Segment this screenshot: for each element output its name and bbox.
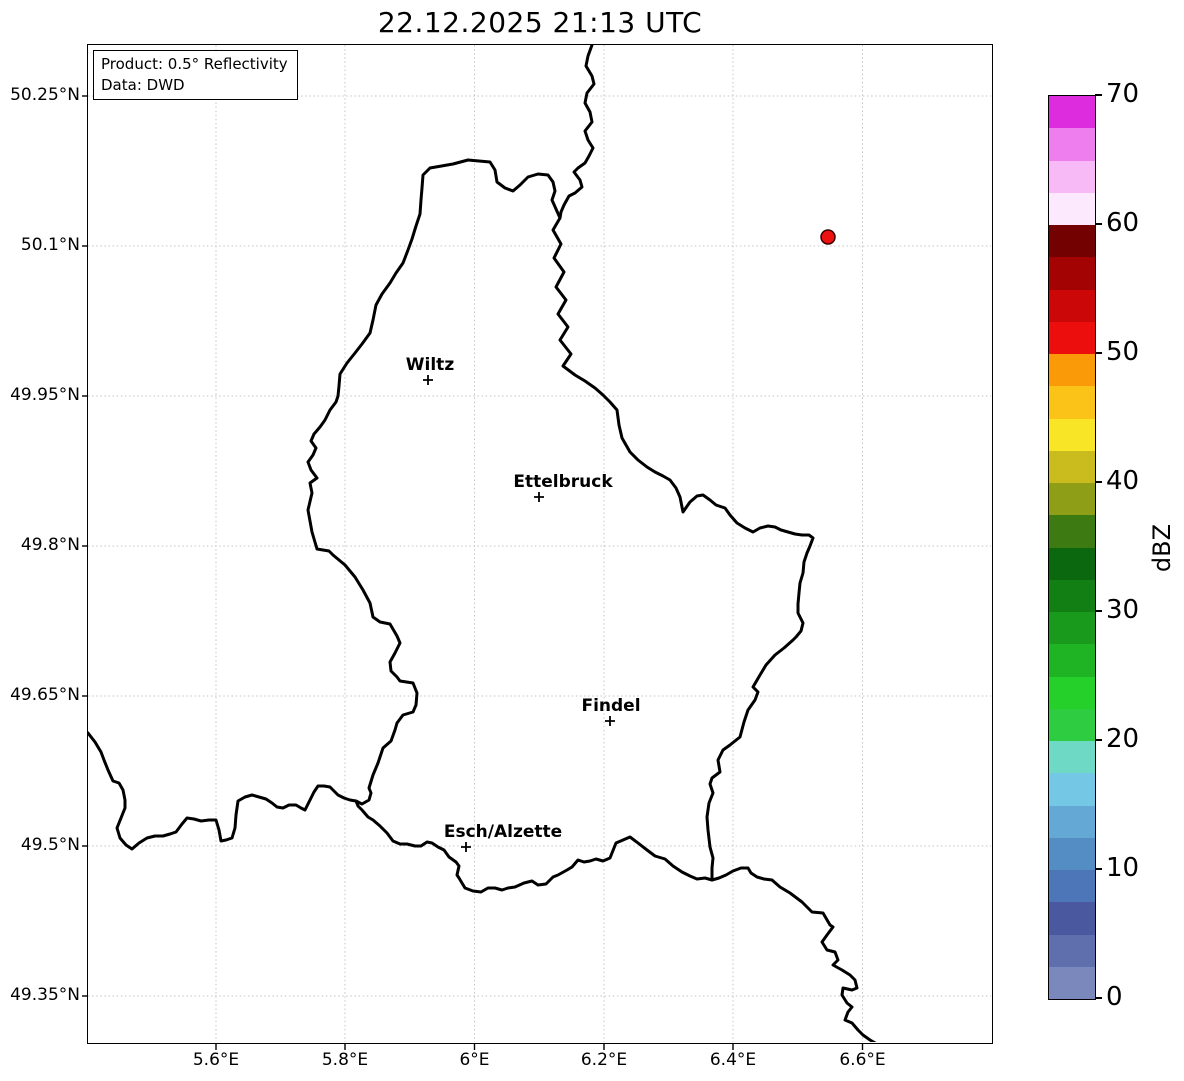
colorbar-segment <box>1049 902 1095 935</box>
longitude-tick-label: 6.6°E <box>839 1050 886 1070</box>
map-markers <box>423 229 836 852</box>
longitude-tick-label: 5.8°E <box>321 1050 369 1070</box>
country-border-path <box>558 45 596 220</box>
city-label: Esch/Alzette <box>443 822 563 842</box>
admin-borders <box>340 168 800 832</box>
colorbar-tick-mark <box>1095 94 1102 96</box>
city-marker <box>423 375 433 385</box>
longitude-tick-label: 5.6°E <box>192 1050 240 1070</box>
city-marker <box>534 492 544 502</box>
figure-title: 22.12.2025 21:13 UTC <box>377 6 703 39</box>
admin-border-path <box>584 770 630 832</box>
colorbar-segment <box>1049 483 1095 516</box>
colorbar-segment <box>1049 741 1095 774</box>
colorbar-tick-label: 60 <box>1106 208 1140 238</box>
map-plot-frame <box>87 44 993 1044</box>
colorbar-segment <box>1049 644 1095 677</box>
colorbar-tick-label: 70 <box>1106 79 1140 109</box>
admin-border-path <box>540 430 620 458</box>
colorbar-segment <box>1049 321 1095 354</box>
city-label: Wiltz <box>405 355 455 375</box>
country-border-path <box>306 158 815 894</box>
colorbar-tick-label: 40 <box>1106 466 1140 496</box>
colorbar-segment <box>1049 418 1095 451</box>
colorbar-tick-mark <box>1095 997 1102 999</box>
colorbar-tick-mark <box>1095 352 1102 354</box>
reflectivity-colorbar <box>1048 95 1096 1000</box>
latitude-tick-label: 50.1°N <box>20 235 80 255</box>
latitude-tick-label: 49.5°N <box>20 835 80 855</box>
colorbar-segment <box>1049 515 1095 548</box>
colorbar-segment <box>1049 192 1095 225</box>
longitude-tick-label: 6°E <box>459 1050 490 1070</box>
colorbar-tick-mark <box>1095 481 1102 483</box>
colorbar-tick-label: 20 <box>1106 724 1140 754</box>
colorbar-tick-mark <box>1095 223 1102 225</box>
admin-border-path <box>643 498 681 505</box>
colorbar-tick-mark <box>1095 868 1102 870</box>
city-marker <box>461 842 471 852</box>
colorbar-segment <box>1049 450 1095 483</box>
colorbar-segment <box>1049 708 1095 741</box>
colorbar-segment <box>1049 96 1095 129</box>
radar-site-dot <box>820 229 836 245</box>
colorbar-segment <box>1049 676 1095 709</box>
info-box: Product: 0.5° Reflectivity Data: DWD <box>93 50 298 101</box>
latitude-tick-label: 49.8°N <box>20 535 80 555</box>
country-borders <box>88 45 877 1042</box>
city-marker <box>605 716 615 726</box>
country-border-path <box>710 866 877 1042</box>
colorbar-segment <box>1049 289 1095 322</box>
axis-tick-marks <box>82 95 864 1050</box>
city-label: Findel <box>581 696 641 716</box>
grid-lines <box>88 45 991 1042</box>
colorbar-segment <box>1049 547 1095 580</box>
colorbar-segment <box>1049 257 1095 290</box>
admin-border-path <box>547 532 585 770</box>
colorbar-tick-label: 10 <box>1106 853 1140 883</box>
colorbar-segment <box>1049 966 1095 999</box>
info-box-source: Data: DWD <box>101 75 185 94</box>
colorbar-segment <box>1049 354 1095 387</box>
latitude-tick-label: 50.25°N <box>10 85 80 105</box>
colorbar-tick-label: 50 <box>1106 337 1140 367</box>
colorbar-segment <box>1049 870 1095 903</box>
info-box-product: Product: 0.5° Reflectivity <box>101 55 288 73</box>
colorbar-tick-mark <box>1095 739 1102 741</box>
colorbar-segment <box>1049 934 1095 967</box>
longitude-tick-label: 6.2°E <box>580 1050 628 1070</box>
admin-border-path <box>441 352 631 832</box>
admin-border-path <box>640 502 646 582</box>
colorbar-segment <box>1049 612 1095 645</box>
latitude-tick-label: 49.65°N <box>10 685 80 705</box>
colorbar-segment <box>1049 225 1095 258</box>
colorbar-segment <box>1049 579 1095 612</box>
colorbar-tick-label: 0 <box>1106 982 1123 1012</box>
colorbar-segment <box>1049 773 1095 806</box>
admin-border-path <box>340 513 800 610</box>
colorbar-tick-label: 30 <box>1106 595 1140 625</box>
colorbar-segment <box>1049 386 1095 419</box>
country-border-path <box>88 731 358 851</box>
city-label: Ettelbruck <box>513 472 613 492</box>
admin-border-path <box>372 770 478 790</box>
colorbar-segment <box>1049 128 1095 161</box>
admin-border-path <box>578 168 640 220</box>
latitude-tick-label: 49.35°N <box>10 985 80 1005</box>
colorbar-tick-mark <box>1095 610 1102 612</box>
admin-border-path <box>358 311 572 373</box>
colorbar-segment <box>1049 837 1095 870</box>
colorbar-segment <box>1049 160 1095 193</box>
colorbar-axis-label: dBZ <box>1148 523 1176 573</box>
latitude-tick-label: 49.95°N <box>10 385 80 405</box>
longitude-tick-label: 6.4°E <box>709 1050 757 1070</box>
colorbar-segment <box>1049 805 1095 838</box>
